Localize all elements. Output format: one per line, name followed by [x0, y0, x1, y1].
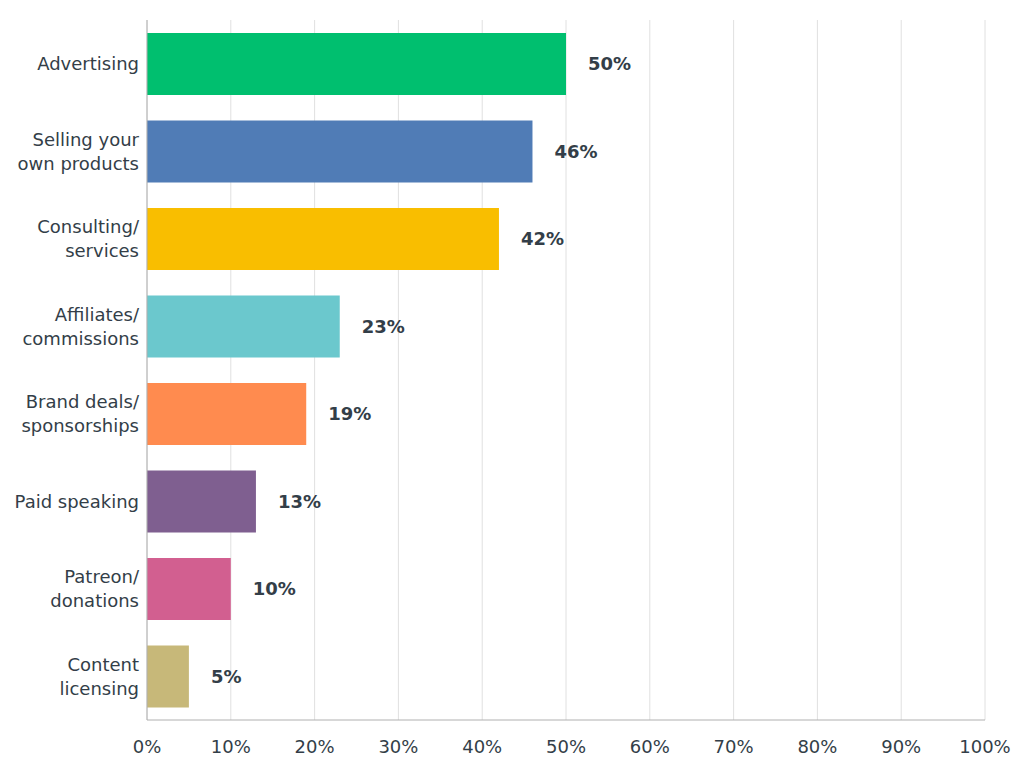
svg-text:90%: 90%: [881, 736, 921, 757]
svg-text:Patreon/donations: Patreon/donations: [50, 566, 140, 611]
svg-text:Selling yourown products: Selling yourown products: [18, 129, 140, 174]
svg-text:10%: 10%: [211, 736, 251, 757]
svg-text:20%: 20%: [295, 736, 335, 757]
svg-text:23%: 23%: [362, 316, 405, 337]
svg-text:60%: 60%: [630, 736, 670, 757]
svg-text:Advertising: Advertising: [37, 53, 139, 74]
svg-text:13%: 13%: [278, 491, 321, 512]
svg-text:10%: 10%: [253, 578, 296, 599]
svg-text:0%: 0%: [133, 736, 162, 757]
svg-text:46%: 46%: [554, 141, 597, 162]
svg-text:70%: 70%: [714, 736, 754, 757]
svg-text:19%: 19%: [328, 403, 371, 424]
svg-text:Brand deals/sponsorships: Brand deals/sponsorships: [21, 391, 140, 436]
svg-text:30%: 30%: [378, 736, 418, 757]
svg-text:5%: 5%: [211, 666, 242, 687]
svg-text:100%: 100%: [959, 736, 1010, 757]
svg-text:80%: 80%: [797, 736, 837, 757]
svg-text:50%: 50%: [546, 736, 586, 757]
svg-text:Paid speaking: Paid speaking: [15, 491, 139, 512]
svg-text:40%: 40%: [462, 736, 502, 757]
svg-text:Affiliates/commissions: Affiliates/commissions: [22, 304, 139, 349]
svg-text:42%: 42%: [521, 228, 564, 249]
svg-text:Contentlicensing: Contentlicensing: [59, 654, 139, 699]
svg-text:Consulting/services: Consulting/services: [37, 216, 140, 261]
svg-text:50%: 50%: [588, 53, 631, 74]
